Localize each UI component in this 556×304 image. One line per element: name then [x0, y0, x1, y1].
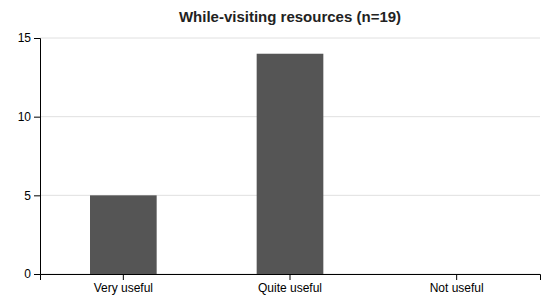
y-tick: 15: [18, 31, 40, 45]
y-tick: 5: [24, 189, 40, 203]
y-tick-mark: [34, 38, 40, 39]
chart: While-visiting resources (n=19) Very usef…: [0, 0, 556, 304]
x-tick-mark: [123, 274, 124, 280]
y-tick-label: 0: [24, 267, 31, 281]
x-tick: Not useful: [430, 274, 484, 295]
y-axis-line: [34, 39, 41, 275]
chart-container: While-visiting resources (n=19) Very usef…: [0, 0, 556, 304]
bar: [423, 274, 490, 275]
grid-line: [40, 38, 540, 39]
y-tick-mark: [34, 274, 40, 275]
x-tick-label: Not useful: [430, 281, 484, 295]
x-tick-mark: [290, 274, 291, 280]
y-tick-label: 5: [24, 189, 31, 203]
x-tick: Very useful: [94, 274, 153, 295]
bars: [90, 54, 323, 274]
x-tick-label: Quite useful: [258, 281, 322, 295]
x-axis-line: [41, 275, 541, 281]
y-tick-label: 15: [18, 31, 32, 45]
y-tick: 10: [18, 110, 40, 124]
bar: [90, 195, 157, 274]
grid: [40, 38, 540, 274]
bar: [257, 54, 324, 274]
y-tick: 0: [24, 267, 40, 281]
x-tick-mark: [456, 274, 457, 280]
chart-title: While-visiting resources (n=19): [179, 8, 401, 25]
y-tick-mark: [34, 117, 40, 118]
x-axis: Very useful Quite useful Not useful: [41, 274, 541, 295]
x-tick-label: Very useful: [94, 281, 153, 295]
y-axis: 0 5 10 15: [18, 31, 41, 281]
x-tick: Quite useful: [258, 274, 322, 295]
y-tick-label: 10: [18, 110, 32, 124]
y-tick-mark: [34, 195, 40, 196]
